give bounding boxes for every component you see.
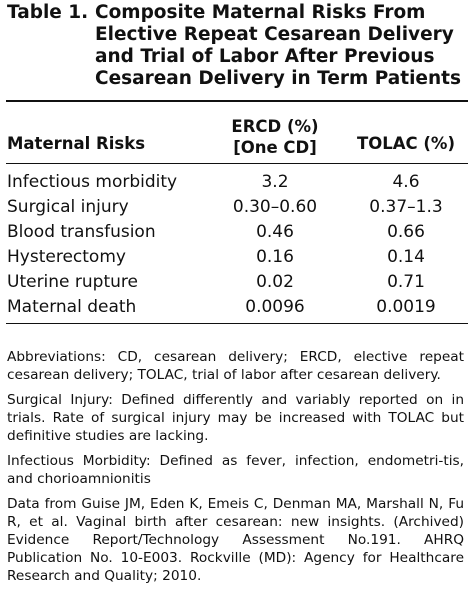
table-footnotes: Abbreviations: CD, cesarean delivery; ER…	[7, 348, 464, 592]
table-row: Uterine rupture 0.02 0.71	[7, 270, 467, 295]
tolac-cell: 0.14	[387, 247, 425, 267]
footnote-surgical-injury: Surgical Injury: Defined differently and…	[7, 392, 464, 444]
top-rule	[6, 100, 468, 102]
table-body: Infectious morbidity 3.2 4.6 Surgical in…	[7, 170, 467, 320]
risk-cell: Hysterectomy	[7, 247, 126, 267]
footnote-source: Data from Guise JM, Eden K, Emeis C, Den…	[7, 496, 464, 584]
table-title: Composite Maternal Risks From Elective R…	[95, 2, 462, 89]
tolac-cell: 0.0019	[376, 297, 436, 317]
header-rule	[6, 163, 468, 164]
table-row: Maternal death 0.0096 0.0019	[7, 295, 467, 320]
column-header-tolac: TOLAC (%)	[356, 134, 456, 153]
table-row: Surgical injury 0.30–0.60 0.37–1.3	[7, 195, 467, 220]
ercd-cell: 0.0096	[245, 297, 305, 317]
table-row: Blood transfusion 0.46 0.66	[7, 220, 467, 245]
column-header-ercd: ERCD (%) [One CD]	[205, 116, 345, 158]
tolac-cell: 0.66	[387, 222, 425, 242]
table-number: Table 1.	[7, 2, 89, 23]
footnote-infectious-morbidity: Infectious Morbidity: Defined as fever, …	[7, 453, 464, 487]
ercd-cell: 0.02	[256, 272, 294, 292]
ercd-cell: 3.2	[261, 172, 289, 192]
tolac-cell: 4.6	[392, 172, 420, 192]
ercd-cell: 0.46	[256, 222, 294, 242]
bottom-rule	[6, 323, 468, 324]
risk-cell: Surgical injury	[7, 197, 129, 217]
column-header-ercd-line1: ERCD (%)	[231, 117, 319, 136]
column-header-maternal-risks: Maternal Risks	[7, 134, 146, 153]
tolac-cell: 0.37–1.3	[369, 197, 443, 217]
risk-cell: Blood transfusion	[7, 222, 156, 242]
risk-cell: Infectious morbidity	[7, 172, 178, 192]
ercd-cell: 0.16	[256, 247, 294, 267]
ercd-cell: 0.30–0.60	[232, 197, 318, 217]
tolac-cell: 0.71	[387, 272, 425, 292]
table-row: Hysterectomy 0.16 0.14	[7, 245, 467, 270]
risk-cell: Uterine rupture	[7, 272, 138, 292]
column-header-ercd-line2: [One CD]	[233, 138, 317, 157]
risk-cell: Maternal death	[7, 297, 137, 317]
table-row: Infectious morbidity 3.2 4.6	[7, 170, 467, 195]
footnote-abbreviations: Abbreviations: CD, cesarean delivery; ER…	[7, 349, 464, 383]
